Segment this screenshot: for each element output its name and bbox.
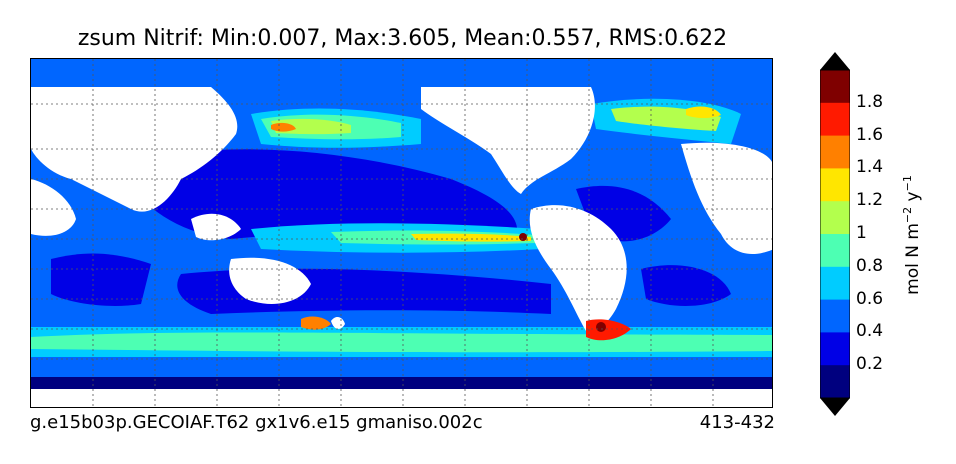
colorbar-segment: [820, 365, 850, 399]
colorbar-segment: [820, 234, 850, 268]
map-title: zsum Nitrif: Min:0.007, Max:3.605, Mean:…: [77, 26, 728, 51]
colorbar-segment: [820, 168, 850, 202]
colorbar-segment: [820, 299, 850, 333]
colorbar-segment: [820, 266, 850, 301]
colorbar-label: mol N m−2 y−1: [901, 175, 923, 295]
antarctica-land: [31, 389, 772, 407]
colorbar-tick-label: 1.8: [856, 91, 884, 112]
south-america-land: [529, 205, 627, 332]
colorbar-segment: [820, 332, 850, 366]
eurasia-land: [31, 87, 238, 212]
colorbar-segment: [820, 70, 850, 104]
colorbar-tick-label: 1.2: [856, 190, 884, 211]
colorbar-min-extension: [820, 398, 850, 416]
south-atlantic-gyre: [641, 265, 731, 306]
australia-land: [229, 257, 311, 304]
new-zealand-land: [331, 317, 345, 329]
maritime-continent-land: [191, 213, 241, 241]
africa-land: [31, 179, 76, 236]
map-panel: [30, 58, 773, 408]
colorbar-segment: [820, 135, 850, 169]
colorbar-tick-label: 0.8: [856, 255, 884, 276]
graticule: [31, 59, 772, 407]
case-name-label: g.e15b03p.GECOIAF.T62 gx1v6.e15 gmaniso.…: [30, 412, 483, 433]
colorbar-tick-label: 0.4: [856, 321, 884, 342]
colorbar-max-extension: [820, 52, 850, 70]
colorbar-tick-label: 1.6: [856, 124, 884, 145]
years-label: 413-432: [699, 412, 775, 433]
colorbar-tick-label: 0.6: [856, 288, 884, 309]
colorbar-tick-label: 1: [856, 223, 867, 243]
colorbar-segment: [820, 102, 850, 137]
colorbar: [820, 52, 850, 416]
north-america-land: [421, 87, 595, 194]
indian-ocean-gyre: [51, 253, 151, 306]
colorbar-tick-label: 1.4: [856, 157, 884, 178]
colorbar-tick-label: 0.2: [856, 354, 884, 375]
africa-east-land: [681, 142, 772, 254]
ocean-field-map: [31, 59, 772, 407]
colorbar-segment: [820, 201, 850, 235]
